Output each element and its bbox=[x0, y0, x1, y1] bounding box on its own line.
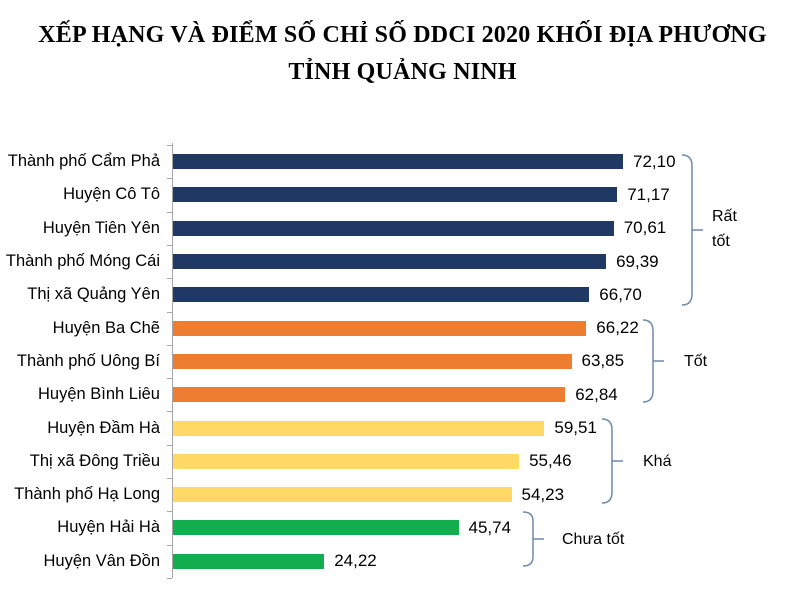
bar-row: Huyện Đầm Hà 59,51 bbox=[0, 411, 805, 444]
chart-title-line2: TỈNH QUẢNG NINH bbox=[288, 59, 517, 85]
bar-row: Thành phố Uông Bí 63,85 bbox=[0, 345, 805, 378]
bracket-label-chua-tot: Chưa tốt bbox=[562, 531, 625, 548]
category-label: Huyện Vân Đồn bbox=[43, 551, 161, 570]
category-label: Thành phố Hạ Long bbox=[14, 485, 160, 504]
axis-tick bbox=[167, 244, 172, 246]
bracket-tot bbox=[642, 318, 668, 404]
bracket-label-tot: Tốt bbox=[684, 353, 708, 370]
axis-tick bbox=[167, 145, 172, 146]
bar-row: Thành phố Cẩm Phả 72,10 bbox=[0, 145, 805, 178]
brace-icon bbox=[601, 418, 623, 504]
bar bbox=[173, 353, 572, 369]
brace-icon bbox=[681, 154, 703, 306]
category-label: Huyện Hải Hà bbox=[57, 518, 160, 537]
bar bbox=[173, 187, 618, 203]
bar bbox=[173, 320, 587, 336]
bar-row: Thị xã Quảng Yên 66,70 bbox=[0, 278, 805, 311]
bracket-label-rat-tot: Rất tốt bbox=[712, 208, 737, 250]
category-label: Thị xã Đông Triều bbox=[29, 451, 160, 470]
bar bbox=[173, 220, 614, 236]
value-label: 54,23 bbox=[521, 484, 565, 504]
axis-tick bbox=[167, 178, 172, 180]
bar bbox=[173, 420, 545, 436]
bar bbox=[173, 387, 566, 403]
axis-tick bbox=[167, 278, 172, 280]
value-label: 55,46 bbox=[529, 451, 572, 471]
bar bbox=[173, 287, 590, 303]
bar bbox=[173, 487, 512, 503]
category-label: Huyện Đầm Hà bbox=[47, 418, 160, 437]
axis-tick bbox=[167, 411, 172, 413]
category-axis-line bbox=[172, 143, 173, 578]
category-label: Thành phố Uông Bí bbox=[16, 351, 160, 370]
bar-row: Huyện Tiên Yên 70,61 bbox=[0, 212, 805, 245]
bar-row: Huyện Vân Đồn 24,22 bbox=[0, 545, 805, 578]
value-label: 70,61 bbox=[623, 218, 667, 238]
brace-icon bbox=[522, 511, 544, 567]
bracket-kha bbox=[601, 417, 627, 505]
category-label: Huyện Ba Chẽ bbox=[52, 318, 160, 337]
category-label: Huyện Bình Liêu bbox=[37, 385, 160, 404]
bracket-chua-tot bbox=[522, 510, 548, 568]
value-label: 72,10 bbox=[633, 151, 676, 171]
category-label: Thị xã Quảng Yên bbox=[27, 285, 160, 304]
chart-title: XẾP HẠNG VÀ ĐIỂM SỐ CHỈ SỐ DDCI 2020 KHỐ… bbox=[0, 17, 805, 91]
value-label: 69,39 bbox=[616, 251, 659, 271]
brace-icon bbox=[642, 319, 664, 403]
axis-tick bbox=[167, 544, 172, 546]
category-label: Huyện Cô Tô bbox=[63, 185, 160, 204]
bar-row: Huyện Cô Tô 71,17 bbox=[0, 178, 805, 211]
axis-tick bbox=[167, 511, 172, 513]
axis-tick bbox=[167, 211, 172, 213]
value-label: 62,84 bbox=[575, 384, 618, 404]
value-label: 45,74 bbox=[468, 517, 512, 537]
bar-row: Thành phố Hạ Long 54,23 bbox=[0, 478, 805, 511]
bar-row: Huyện Bình Liêu 62,84 bbox=[0, 378, 805, 411]
bar-row: Thị xã Đông Triều 55,46 bbox=[0, 445, 805, 478]
value-label: 66,22 bbox=[596, 318, 639, 338]
bar-rows: Thành phố Cẩm Phả 72,10 Huyện Cô Tô 71,17 Hu… bbox=[0, 145, 805, 578]
bar-row: Huyện Hải Hà 45,74 bbox=[0, 511, 805, 544]
value-label: 66,70 bbox=[599, 284, 642, 304]
bar bbox=[173, 453, 520, 469]
bracket-rat-tot bbox=[681, 153, 707, 307]
bar bbox=[173, 254, 607, 270]
axis-tick bbox=[167, 444, 172, 446]
category-label: Huyện Tiên Yên bbox=[42, 218, 160, 237]
axis-tick bbox=[167, 378, 172, 380]
bar bbox=[173, 553, 325, 569]
bar bbox=[173, 154, 623, 170]
axis-tick bbox=[167, 478, 172, 479]
axis-tick bbox=[167, 577, 172, 579]
bar-row: Thành phố Móng Cái 69,39 bbox=[0, 245, 805, 278]
axis-tick bbox=[167, 311, 172, 313]
value-label: 24,22 bbox=[334, 551, 377, 571]
bar-row: Huyện Ba Chẽ 66,22 bbox=[0, 311, 805, 344]
value-label: 71,17 bbox=[627, 184, 670, 204]
bar bbox=[173, 520, 459, 536]
chart-title-line1: XẾP HẠNG VÀ ĐIỂM SỐ CHỈ SỐ DDCI 2020 KHỐ… bbox=[38, 22, 767, 48]
bracket-label-kha: Khá bbox=[643, 453, 672, 470]
category-label: Thành phố Cẩm Phả bbox=[7, 152, 160, 171]
category-label: Thành phố Móng Cái bbox=[5, 252, 160, 271]
value-label: 59,51 bbox=[554, 418, 597, 438]
value-label: 63,85 bbox=[581, 351, 625, 371]
axis-tick bbox=[167, 344, 172, 346]
